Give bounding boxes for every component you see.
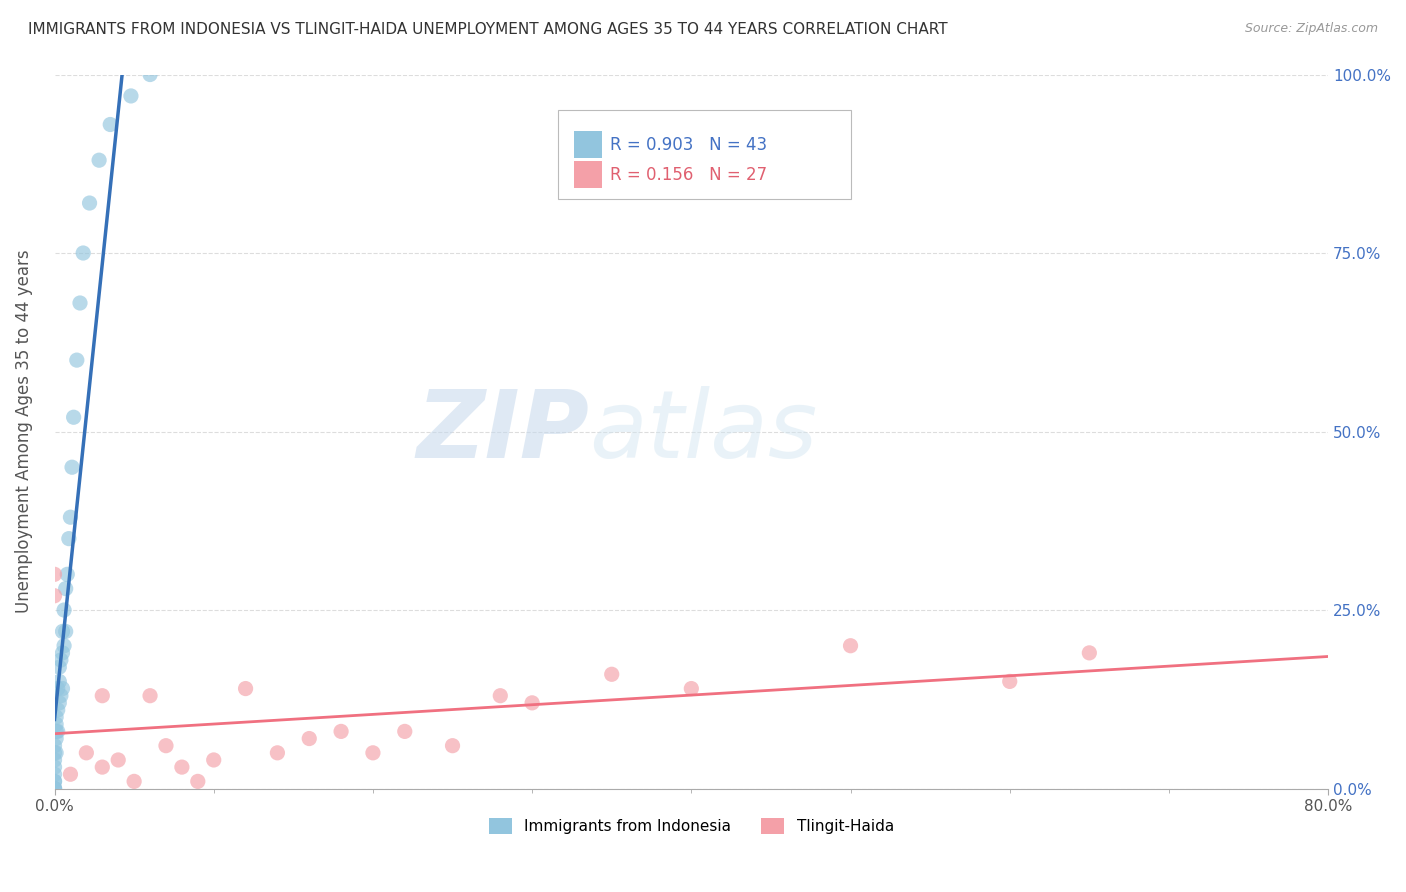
Point [55, 582, 77, 596]
Point [45, 746, 67, 760]
Point [107, 753, 129, 767]
Point [122, 774, 145, 789]
Point [361, 746, 384, 760]
Point [44, 774, 66, 789]
Point [49, 689, 72, 703]
Point [170, 760, 193, 774]
Point [62, 410, 84, 425]
Point [44, 781, 66, 796]
Point [1078, 646, 1101, 660]
Point [202, 753, 225, 767]
Point [235, 681, 257, 696]
Text: Source: ZipAtlas.com: Source: ZipAtlas.com [1244, 22, 1378, 36]
Point [187, 774, 209, 789]
Point [72, 246, 94, 260]
Point [51, 624, 73, 639]
Point [45, 724, 67, 739]
Point [69, 296, 91, 310]
Point [60, 460, 83, 475]
Point [44, 774, 66, 789]
Point [53, 603, 76, 617]
Point [59, 767, 82, 781]
Point [66, 353, 89, 368]
Point [45, 710, 67, 724]
Point [98, 118, 121, 132]
Point [998, 674, 1021, 689]
Point [120, 89, 142, 103]
Point [48, 674, 70, 689]
Point [394, 724, 416, 739]
Point [56, 567, 79, 582]
Point [44, 739, 66, 753]
Point [59, 510, 82, 524]
Text: IMMIGRANTS FROM INDONESIA VS TLINGIT-HAIDA UNEMPLOYMENT AMONG AGES 35 TO 44 YEAR: IMMIGRANTS FROM INDONESIA VS TLINGIT-HAI… [28, 22, 948, 37]
Point [839, 639, 862, 653]
Point [48, 660, 70, 674]
Point [139, 68, 162, 82]
Point [91, 760, 114, 774]
Point [44, 781, 66, 796]
Point [44, 753, 66, 767]
FancyBboxPatch shape [574, 131, 602, 158]
Text: ZIP: ZIP [416, 385, 589, 477]
Point [49, 653, 72, 667]
Point [139, 689, 162, 703]
Point [44, 767, 66, 781]
Point [44, 746, 66, 760]
Point [520, 696, 543, 710]
Y-axis label: Unemployment Among Ages 35 to 44 years: Unemployment Among Ages 35 to 44 years [15, 250, 32, 614]
Point [45, 731, 67, 746]
Point [155, 739, 177, 753]
Point [51, 681, 73, 696]
FancyBboxPatch shape [574, 161, 602, 188]
Point [45, 717, 67, 731]
Point [441, 739, 464, 753]
Point [44, 781, 66, 796]
Point [44, 567, 66, 582]
Text: R = 0.903   N = 43: R = 0.903 N = 43 [610, 136, 766, 154]
Point [266, 746, 288, 760]
Point [489, 689, 512, 703]
Point [46, 703, 69, 717]
Point [87, 153, 110, 168]
Point [53, 639, 76, 653]
Point [46, 724, 69, 739]
Point [79, 196, 101, 211]
Point [75, 746, 97, 760]
Point [44, 589, 66, 603]
Point [51, 646, 73, 660]
Point [91, 689, 114, 703]
Point [298, 731, 321, 746]
Point [48, 696, 70, 710]
Legend: Immigrants from Indonesia, Tlingit-Haida: Immigrants from Indonesia, Tlingit-Haida [489, 819, 894, 834]
Point [44, 760, 66, 774]
Point [46, 681, 69, 696]
Point [55, 624, 77, 639]
Point [600, 667, 623, 681]
FancyBboxPatch shape [558, 111, 851, 200]
Text: atlas: atlas [589, 386, 818, 477]
Text: R = 0.156   N = 27: R = 0.156 N = 27 [610, 167, 766, 185]
Point [681, 681, 703, 696]
Point [330, 724, 353, 739]
Point [58, 532, 80, 546]
